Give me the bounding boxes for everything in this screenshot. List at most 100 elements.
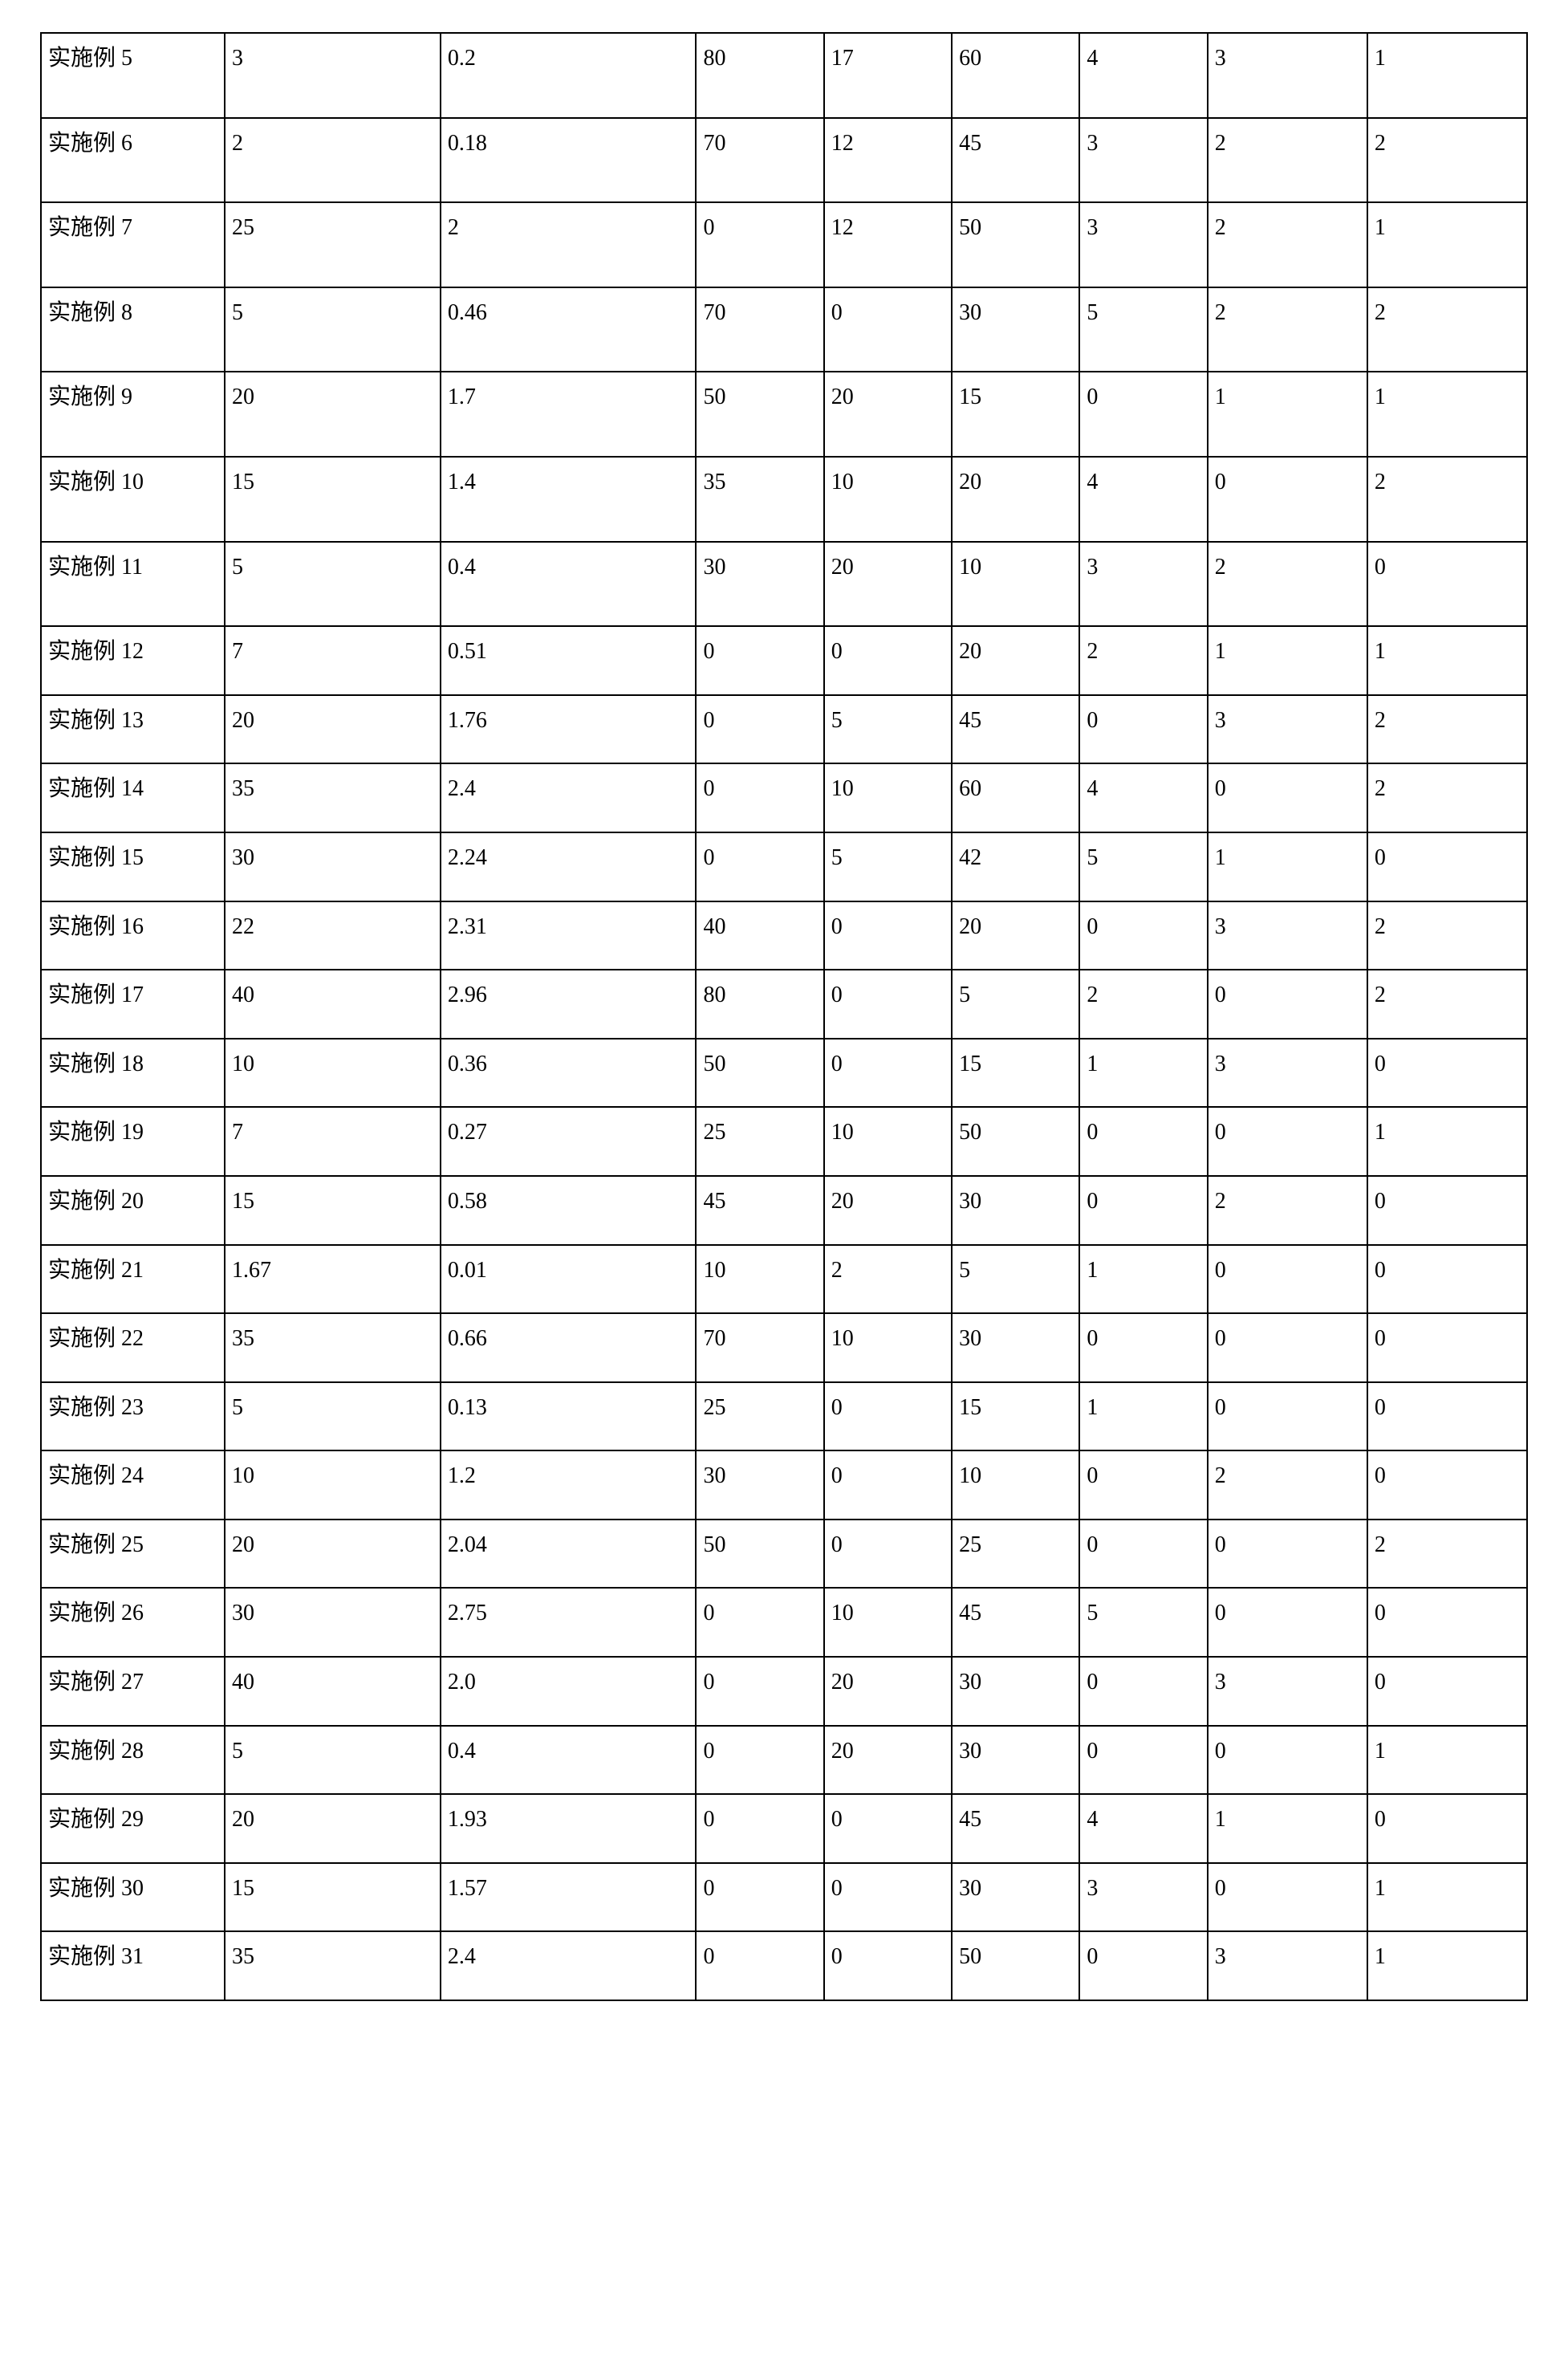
table-row: 实施例 16222.3140020032 bbox=[41, 901, 1527, 970]
value-cell: 3 bbox=[1208, 33, 1367, 118]
value-cell: 0.46 bbox=[441, 287, 697, 372]
value-cell: 5 bbox=[824, 695, 952, 764]
value-cell: 12 bbox=[824, 202, 952, 287]
value-cell: 50 bbox=[696, 1039, 823, 1108]
value-cell: 5 bbox=[952, 1245, 1079, 1314]
value-cell: 2 bbox=[1367, 901, 1527, 970]
value-cell: 70 bbox=[696, 287, 823, 372]
value-cell: 45 bbox=[952, 1588, 1079, 1657]
value-cell: 20 bbox=[824, 1657, 952, 1726]
value-cell: 0 bbox=[824, 1450, 952, 1520]
value-cell: 20 bbox=[225, 695, 441, 764]
value-cell: 2.24 bbox=[441, 832, 697, 901]
value-cell: 70 bbox=[696, 1313, 823, 1382]
value-cell: 0 bbox=[1079, 1726, 1207, 1795]
value-cell: 1 bbox=[1367, 372, 1527, 457]
value-cell: 30 bbox=[225, 832, 441, 901]
value-cell: 0 bbox=[1367, 832, 1527, 901]
table-row: 实施例 530.2801760431 bbox=[41, 33, 1527, 118]
value-cell: 1 bbox=[1208, 372, 1367, 457]
table-row: 实施例 1970.27251050001 bbox=[41, 1107, 1527, 1176]
value-cell: 0 bbox=[1367, 1245, 1527, 1314]
table-row: 实施例 1150.4302010320 bbox=[41, 542, 1527, 627]
value-cell: 0 bbox=[696, 763, 823, 832]
table-row: 实施例 30151.570030301 bbox=[41, 1863, 1527, 1932]
value-cell: 2 bbox=[1208, 118, 1367, 203]
value-cell: 1.7 bbox=[441, 372, 697, 457]
value-cell: 3 bbox=[1208, 1657, 1367, 1726]
value-cell: 0.4 bbox=[441, 542, 697, 627]
table-row: 实施例 13201.760545032 bbox=[41, 695, 1527, 764]
value-cell: 0 bbox=[824, 1931, 952, 2000]
value-cell: 25 bbox=[696, 1107, 823, 1176]
value-cell: 0 bbox=[824, 901, 952, 970]
table-row: 实施例 850.4670030522 bbox=[41, 287, 1527, 372]
value-cell: 2.31 bbox=[441, 901, 697, 970]
value-cell: 10 bbox=[225, 1450, 441, 1520]
value-cell: 15 bbox=[952, 1039, 1079, 1108]
table-row: 实施例 10151.4351020402 bbox=[41, 457, 1527, 542]
value-cell: 30 bbox=[952, 1176, 1079, 1245]
value-cell: 3 bbox=[1079, 1863, 1207, 1932]
value-cell: 2.4 bbox=[441, 1931, 697, 2000]
value-cell: 5 bbox=[1079, 1588, 1207, 1657]
value-cell: 0 bbox=[1367, 1382, 1527, 1451]
value-cell: 30 bbox=[952, 287, 1079, 372]
value-cell: 10 bbox=[696, 1245, 823, 1314]
value-cell: 1 bbox=[1079, 1382, 1207, 1451]
value-cell: 0 bbox=[1367, 1039, 1527, 1108]
value-cell: 2 bbox=[1367, 970, 1527, 1039]
value-cell: 0.27 bbox=[441, 1107, 697, 1176]
value-cell: 10 bbox=[824, 1107, 952, 1176]
value-cell: 30 bbox=[952, 1726, 1079, 1795]
row-label-cell: 实施例 28 bbox=[41, 1726, 225, 1795]
row-label-cell: 实施例 10 bbox=[41, 457, 225, 542]
value-cell: 2 bbox=[1208, 1176, 1367, 1245]
value-cell: 35 bbox=[225, 1931, 441, 2000]
table-row: 实施例 620.18701245322 bbox=[41, 118, 1527, 203]
value-cell: 0 bbox=[696, 626, 823, 695]
value-cell: 1.76 bbox=[441, 695, 697, 764]
value-cell: 7 bbox=[225, 1107, 441, 1176]
value-cell: 40 bbox=[225, 1657, 441, 1726]
value-cell: 2 bbox=[1208, 287, 1367, 372]
value-cell: 50 bbox=[952, 1107, 1079, 1176]
row-label-cell: 实施例 21 bbox=[41, 1245, 225, 1314]
value-cell: 30 bbox=[952, 1657, 1079, 1726]
value-cell: 20 bbox=[824, 1176, 952, 1245]
value-cell: 45 bbox=[952, 118, 1079, 203]
value-cell: 5 bbox=[1079, 287, 1207, 372]
value-cell: 20 bbox=[824, 372, 952, 457]
value-cell: 4 bbox=[1079, 457, 1207, 542]
value-cell: 0 bbox=[1208, 1863, 1367, 1932]
value-cell: 12 bbox=[824, 118, 952, 203]
value-cell: 0 bbox=[1367, 1313, 1527, 1382]
value-cell: 30 bbox=[952, 1313, 1079, 1382]
value-cell: 3 bbox=[1208, 1931, 1367, 2000]
value-cell: 0 bbox=[1079, 372, 1207, 457]
table-row: 实施例 15302.240542510 bbox=[41, 832, 1527, 901]
table-row: 实施例 725201250321 bbox=[41, 202, 1527, 287]
value-cell: 2.96 bbox=[441, 970, 697, 1039]
value-cell: 45 bbox=[696, 1176, 823, 1245]
value-cell: 0 bbox=[1208, 1382, 1367, 1451]
value-cell: 20 bbox=[225, 1520, 441, 1589]
value-cell: 35 bbox=[696, 457, 823, 542]
value-cell: 0 bbox=[696, 1588, 823, 1657]
value-cell: 5 bbox=[225, 1382, 441, 1451]
value-cell: 3 bbox=[1208, 901, 1367, 970]
value-cell: 2 bbox=[1367, 695, 1527, 764]
table-row: 实施例 26302.7501045500 bbox=[41, 1588, 1527, 1657]
row-label-cell: 实施例 29 bbox=[41, 1794, 225, 1863]
table-row: 实施例 2350.1325015100 bbox=[41, 1382, 1527, 1451]
value-cell: 0.18 bbox=[441, 118, 697, 203]
value-cell: 20 bbox=[952, 626, 1079, 695]
value-cell: 2 bbox=[225, 118, 441, 203]
value-cell: 3 bbox=[1208, 695, 1367, 764]
value-cell: 1.4 bbox=[441, 457, 697, 542]
value-cell: 0 bbox=[1208, 1245, 1367, 1314]
value-cell: 0 bbox=[824, 970, 952, 1039]
row-label-cell: 实施例 25 bbox=[41, 1520, 225, 1589]
table-row: 实施例 17402.968005202 bbox=[41, 970, 1527, 1039]
value-cell: 0 bbox=[1367, 1588, 1527, 1657]
